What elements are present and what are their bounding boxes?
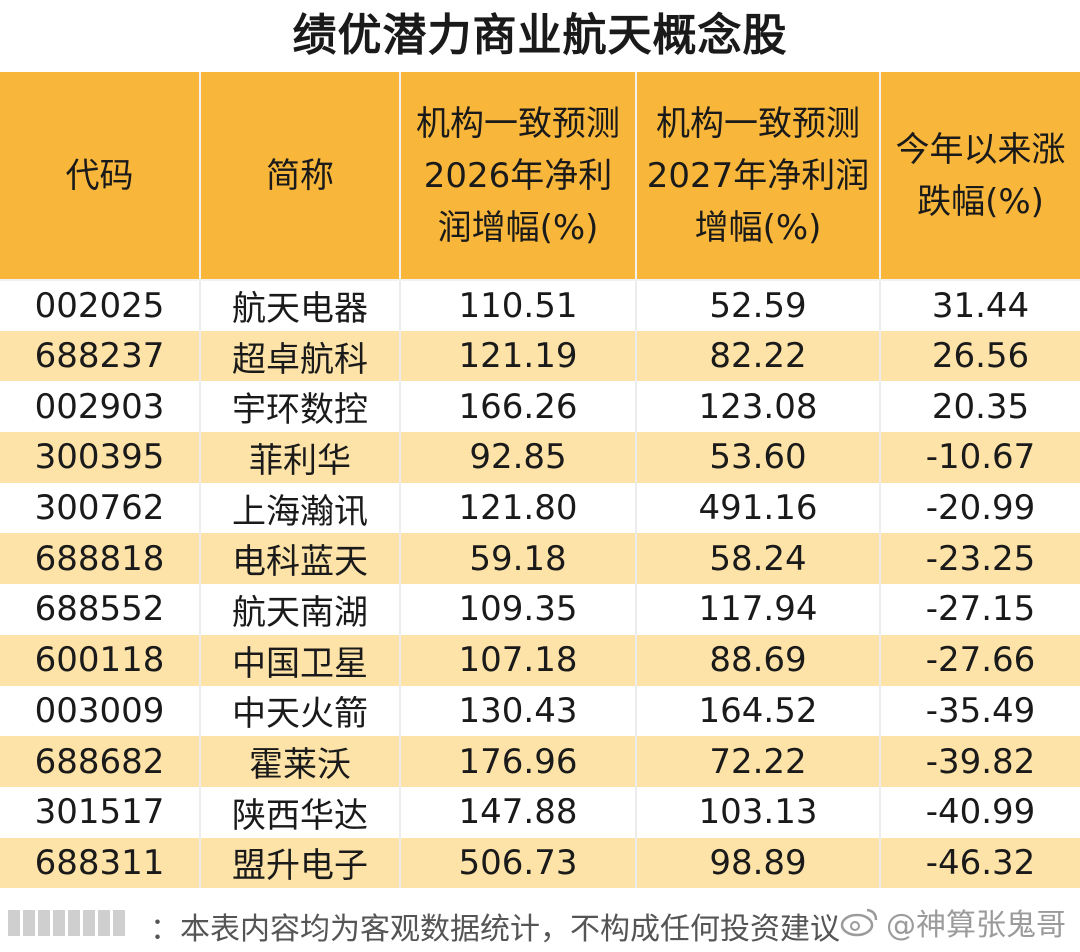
cell-name: 上海瀚讯 (199, 482, 400, 534)
cell-profit-2026: 130.43 (399, 685, 636, 737)
page-title: 绩优潜力商业航天概念股 (292, 10, 788, 61)
cell-profit-2027: 72.22 (635, 736, 880, 787)
cell-profit-2027: 52.59 (635, 280, 880, 331)
footer: ：本表内容均为客观数据统计，不构成任何投资建议 @神算张鬼哥 (0, 892, 1080, 952)
table-row: 003009 中天火箭 130.43 164.52 -35.49 (0, 685, 1080, 737)
table-row: 688311 盟升电子 506.73 98.89 -46.32 (0, 837, 1080, 889)
cell-profit-2027: 164.52 (635, 685, 880, 737)
cell-code: 688682 (34, 741, 165, 782)
cell-code: 688552 (34, 589, 165, 630)
cell-code: 002025 (34, 285, 165, 326)
cell-profit-2026: 147.88 (399, 786, 636, 838)
cell-profit-2026: 107.18 (399, 634, 636, 686)
cell-name: 陕西华达 (199, 786, 400, 838)
header-profit-2027: 机构一致预测2027年净利润增幅(%) (635, 72, 880, 281)
cell-ytd-change: -10.67 (879, 432, 1080, 483)
cell-profit-2027: 53.60 (635, 432, 880, 483)
cell-profit-2026: 121.80 (399, 482, 636, 534)
cell-code: 688237 (34, 336, 165, 377)
cell-ytd-change: -20.99 (879, 482, 1080, 534)
cell-profit-2026: 506.73 (399, 837, 636, 889)
cell-ytd-change: 26.56 (879, 330, 1080, 382)
cell-profit-2026: 110.51 (399, 280, 636, 331)
cell-name: 航天南湖 (199, 584, 400, 635)
cell-name: 宇环数控 (199, 381, 400, 433)
cell-profit-2027: 82.22 (635, 330, 880, 382)
cell-profit-2026: 59.18 (399, 533, 636, 585)
cell-profit-2027: 88.69 (635, 634, 880, 686)
cell-name: 中国卫星 (199, 634, 400, 686)
watermark-text: @神算张鬼哥 (886, 908, 1066, 943)
table-row: 301517 陕西华达 147.88 103.13 -40.99 (0, 786, 1080, 838)
table-row: 688552 航天南湖 109.35 117.94 -27.15 (0, 584, 1080, 635)
footer-decoration (8, 910, 125, 936)
cell-ytd-change: -40.99 (879, 786, 1080, 838)
cell-ytd-change: -46.32 (879, 837, 1080, 889)
cell-profit-2027: 103.13 (635, 786, 880, 838)
cell-ytd-change: -27.15 (879, 584, 1080, 635)
cell-code: 003009 (34, 690, 165, 731)
header-profit-2026: 机构一致预测2026年净利润增幅(%) (399, 72, 636, 281)
cell-name: 中天火箭 (199, 685, 400, 737)
cell-name: 盟升电子 (199, 837, 400, 889)
table-row: 688818 电科蓝天 59.18 58.24 -23.25 (0, 533, 1080, 585)
header-ytd-change: 今年以来涨跌幅(%) (879, 72, 1080, 281)
table-header-row: 代码 简称 机构一致预测2026年净利润增幅(%) 机构一致预测2027年净利润… (0, 72, 1080, 281)
cell-code: 688818 (34, 538, 165, 579)
table-row: 300395 菲利华 92.85 53.60 -10.67 (0, 432, 1080, 483)
table-row: 688682 霍莱沃 176.96 72.22 -39.82 (0, 736, 1080, 787)
cell-name: 霍莱沃 (199, 736, 400, 787)
watermark: @神算张鬼哥 (840, 902, 1066, 943)
table-row: 002903 宇环数控 166.26 123.08 20.35 (0, 381, 1080, 433)
cell-profit-2026: 166.26 (399, 381, 636, 433)
cell-ytd-change: 31.44 (879, 280, 1080, 331)
cell-code: 300395 (34, 437, 165, 478)
cell-profit-2026: 176.96 (399, 736, 636, 787)
cell-ytd-change: -27.66 (879, 634, 1080, 686)
cell-profit-2027: 491.16 (635, 482, 880, 534)
cell-profit-2027: 98.89 (635, 837, 880, 889)
table-row: 688237 超卓航科 121.19 82.22 26.56 (0, 330, 1080, 382)
disclaimer-text: ：本表内容均为客观数据统计，不构成任何投资建议 (150, 912, 840, 947)
cell-name: 航天电器 (199, 280, 400, 331)
cell-code: 002903 (34, 386, 165, 427)
table-row: 600118 中国卫星 107.18 88.69 -27.66 (0, 634, 1080, 686)
cell-code: 688311 (34, 842, 165, 883)
cell-profit-2026: 121.19 (399, 330, 636, 382)
cell-name: 电科蓝天 (199, 533, 400, 585)
cell-profit-2027: 117.94 (635, 584, 880, 635)
cell-ytd-change: 20.35 (879, 381, 1080, 433)
cell-code: 301517 (34, 792, 165, 833)
cell-profit-2026: 109.35 (399, 584, 636, 635)
stock-table: 代码 简称 机构一致预测2026年净利润增幅(%) 机构一致预测2027年净利润… (0, 72, 1080, 889)
cell-code: 300762 (34, 488, 165, 529)
cell-profit-2026: 92.85 (399, 432, 636, 483)
cell-code: 600118 (34, 640, 165, 681)
cell-ytd-change: -35.49 (879, 685, 1080, 737)
cell-profit-2027: 123.08 (635, 381, 880, 433)
cell-ytd-change: -39.82 (879, 736, 1080, 787)
header-code: 代码 (0, 72, 200, 281)
table-row: 002025 航天电器 110.51 52.59 31.44 (0, 280, 1080, 331)
weibo-icon (840, 908, 878, 937)
table-row: 300762 上海瀚讯 121.80 491.16 -20.99 (0, 482, 1080, 534)
header-name: 简称 (199, 72, 400, 281)
cell-name: 菲利华 (199, 432, 400, 483)
cell-name: 超卓航科 (199, 330, 400, 382)
cell-ytd-change: -23.25 (879, 533, 1080, 585)
cell-profit-2027: 58.24 (635, 533, 880, 585)
